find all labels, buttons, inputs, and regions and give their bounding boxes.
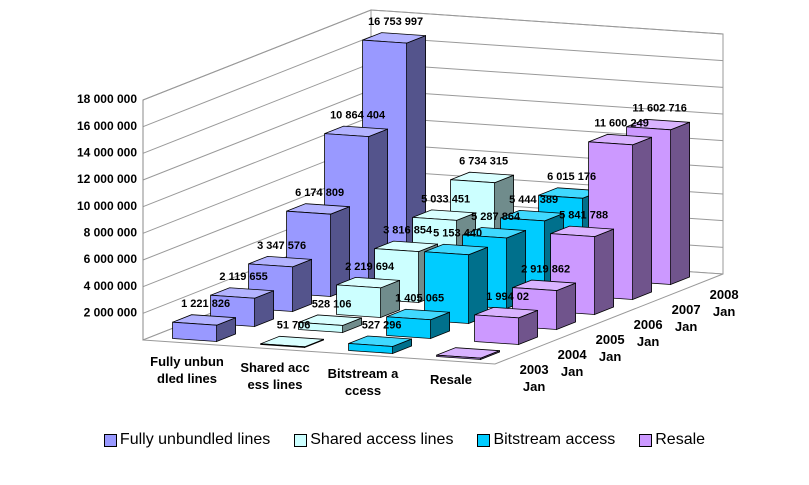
y-tick-label: 4 000 000	[84, 279, 138, 293]
legend-item: Resale	[639, 431, 705, 449]
grid-line	[142, 9, 724, 101]
bar	[348, 343, 394, 354]
legend-label: Fully unbundled lines	[119, 431, 271, 448]
data-label: 528 106	[312, 298, 352, 310]
x-tick-label: Shared access lines	[240, 360, 310, 392]
depth-tick-label: 2006 Jan	[633, 317, 663, 350]
bar	[474, 314, 519, 345]
legend-swatch	[477, 433, 491, 447]
bar	[386, 316, 432, 339]
data-label: 5 841 788	[559, 210, 608, 222]
data-label: 3 347 576	[257, 240, 306, 252]
depth-tick-label: 2004 Jan	[557, 347, 587, 380]
legend-swatch	[294, 433, 308, 447]
bar-side	[632, 136, 652, 301]
y-tick-label: 18 000 000	[77, 92, 137, 106]
x-tick-label: Fully unbundled lines	[150, 354, 224, 386]
legend-label: Resale	[655, 431, 706, 448]
depth-tick-label: 2003 Jan	[519, 362, 549, 395]
data-label: 2 919 862	[521, 263, 570, 275]
y-tick-label: 10 000 000	[77, 199, 137, 213]
legend-item: Bitstream access	[477, 431, 615, 449]
y-tick-label: 2 000 000	[84, 306, 138, 320]
data-label: 51 706	[277, 320, 311, 332]
y-tick-label: 8 000 000	[84, 226, 138, 240]
legend-swatch	[639, 433, 653, 447]
data-label: 6 015 176	[547, 171, 596, 183]
y-tick-label: 12 000 000	[77, 172, 137, 186]
depth-tick-label: 2007 Jan	[671, 302, 701, 335]
depth-tick-label: 2008 Jan	[709, 287, 739, 320]
chart: 2 000 000 4 000 000 6 000 000 8 000 000 10 0…	[77, 9, 724, 365]
legend-label: Shared access lines	[310, 431, 454, 448]
data-label: 6 734 315	[459, 156, 508, 168]
data-label: 1 221 826	[181, 298, 230, 310]
bar-side	[292, 258, 313, 313]
data-label: 2 119 655	[219, 271, 267, 283]
legend-label: Bitstream access	[493, 431, 616, 448]
y-tick-label: 16 000 000	[77, 119, 137, 133]
data-label: 11 602 716	[632, 103, 686, 115]
legend-swatch	[103, 433, 117, 447]
y-tick-label: 14 000 000	[77, 146, 137, 160]
y-tick-label: 6 000 000	[84, 252, 138, 266]
data-label: 2 219 694	[345, 261, 395, 273]
depth-tick-label: 2005 Jan	[595, 332, 625, 365]
data-label: 6 174 809	[295, 187, 344, 199]
data-label: 5 444 389	[509, 194, 558, 206]
legend: Fully unbundled lines Shared access lines…	[0, 431, 809, 449]
data-label: 5 153 440	[433, 228, 482, 240]
data-label: 11 600 249	[594, 118, 648, 130]
bar-side	[670, 121, 690, 286]
bar	[424, 251, 470, 324]
data-label: 5 033 451	[421, 193, 470, 205]
data-label: 1 994 02	[486, 291, 529, 303]
bar	[260, 343, 306, 348]
bar-side	[594, 228, 614, 316]
x-tick-label: Resale	[430, 372, 472, 387]
x-tick-label: Bitstream access	[327, 366, 399, 398]
data-label: 1 405 065	[395, 293, 444, 305]
legend-item: Fully unbundled lines	[103, 431, 271, 449]
bar	[298, 322, 344, 333]
data-label: 5 287 864	[471, 211, 521, 223]
data-label: 16 753 997	[368, 16, 423, 28]
legend-item: Shared access lines	[294, 431, 453, 449]
bar-side	[556, 282, 576, 331]
data-label: 3 816 854	[383, 225, 433, 237]
data-label: 10 864 404	[330, 110, 386, 122]
bar	[172, 321, 218, 342]
data-label: 527 296	[362, 319, 402, 331]
bar	[436, 354, 482, 360]
bar	[336, 284, 382, 318]
